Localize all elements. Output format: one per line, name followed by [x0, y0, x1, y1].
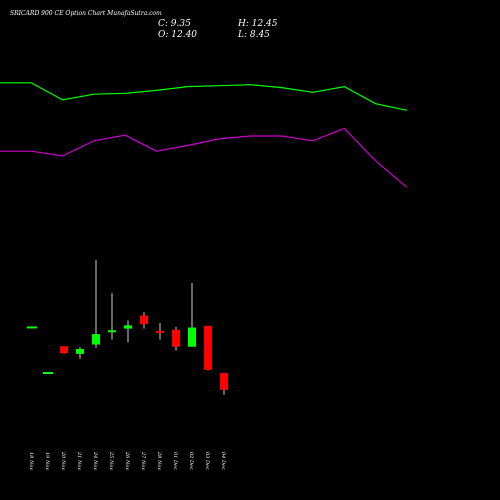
x-tick-label: 25 Nov [108, 451, 114, 470]
candle-body [124, 325, 132, 329]
x-tick-label: 18 Nov [28, 452, 34, 470]
candle-body [172, 329, 180, 347]
x-tick-label: 19 Nov [44, 452, 50, 470]
x-axis-ticks: 18 Nov 19 Nov 20 Nov 21 Nov 24 Nov 25 Nov 26 N… [28, 451, 226, 470]
x-tick-label: 02 Dec [188, 452, 194, 470]
chart-title: SRICARD 900 CE Option Chart MunafaSutra.… [10, 10, 162, 17]
candle-body [60, 346, 68, 354]
x-tick-label: 04 Dec [220, 452, 226, 470]
open-value: O: 12.40 [158, 30, 197, 40]
lower-indicator-line [0, 127, 408, 188]
candle [204, 325, 212, 371]
candles [27, 260, 228, 395]
candle-body [27, 326, 37, 329]
candle-body [220, 373, 228, 390]
x-tick-label: 03 Dec [204, 452, 210, 470]
x-tick-label: 27 Nov [140, 451, 146, 470]
candle [156, 323, 164, 340]
candle [43, 372, 53, 374]
candle-body [92, 334, 100, 345]
candle [188, 283, 196, 347]
candle [76, 347, 84, 359]
close-value: C: 9.35 [158, 19, 191, 29]
candle [124, 320, 132, 343]
candle-body [140, 315, 148, 325]
candle-body [43, 372, 53, 374]
candle-body [108, 330, 116, 333]
candle [140, 312, 148, 329]
x-tick-label: 21 Nov [76, 451, 82, 470]
high-value: H: 12.45 [237, 19, 278, 29]
x-tick-label: 28 Nov [156, 451, 162, 470]
candle [108, 292, 116, 340]
upper-indicator-line [0, 82, 408, 111]
x-tick-label: 01 Dec [172, 452, 178, 470]
x-tick-label: 20 Nov [60, 451, 66, 470]
candle [172, 326, 180, 351]
x-tick-label: 26 Nov [124, 451, 130, 470]
candle-body [204, 325, 212, 370]
candle [27, 326, 37, 329]
candle [92, 260, 100, 348]
x-tick-label: 24 Nov [92, 451, 98, 470]
candle [60, 346, 68, 354]
low-value: L: 8.45 [237, 30, 270, 40]
candle [220, 372, 228, 395]
indicator-lines [0, 82, 408, 188]
candle-body [156, 330, 164, 333]
candle-body [76, 348, 84, 354]
candle-body [188, 327, 196, 347]
